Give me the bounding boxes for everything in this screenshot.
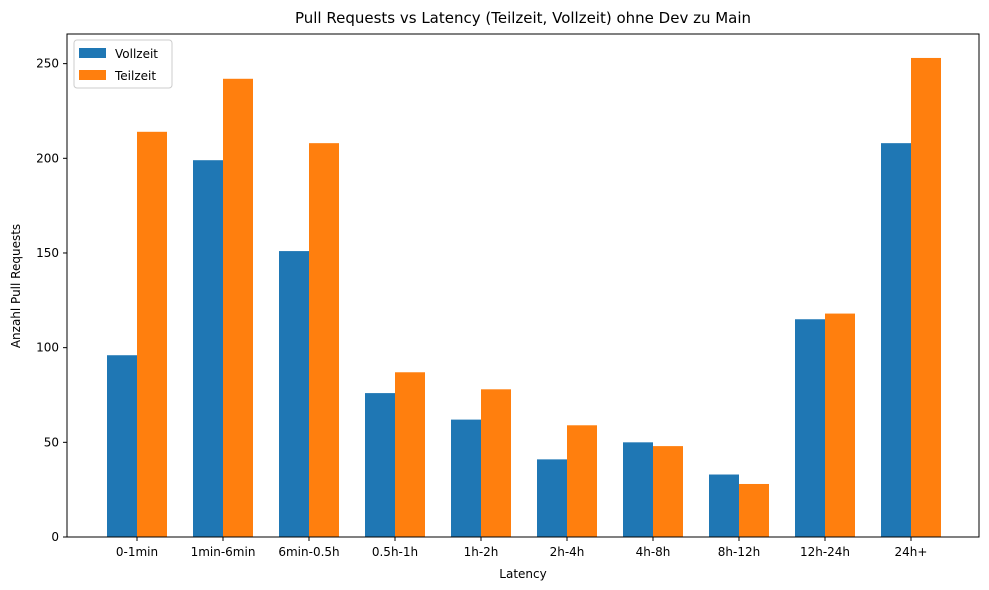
bar-vollzeit-9 [881,143,911,537]
x-tick-label-6: 4h-8h [636,545,671,559]
bar-teilzeit-1 [223,78,253,537]
bar-teilzeit-5 [567,425,597,537]
legend-label-vollzeit: Vollzeit [115,47,158,61]
plot-frame [66,33,980,538]
bar-vollzeit-4 [451,419,481,537]
x-tick-label-8: 12h-24h [800,545,850,559]
bar-teilzeit-8 [825,313,855,537]
x-axis-label: Latency [499,567,546,581]
y-tick-label-2: 100 [36,341,59,355]
x-tick-label-7: 8h-12h [718,545,760,559]
y-axis-label: Anzahl Pull Requests [9,224,23,348]
bar-teilzeit-3 [395,372,425,537]
bar-teilzeit-0 [137,131,167,537]
legend-swatch-vollzeit [79,48,106,58]
bar-vollzeit-8 [795,319,825,537]
legend: Vollzeit Teilzeit [73,39,173,89]
bar-vollzeit-5 [537,459,567,537]
y-tick-label-5: 250 [36,57,59,71]
x-tick-label-3: 0.5h-1h [372,545,418,559]
bar-teilzeit-9 [911,57,941,537]
y-tick-label-1: 50 [44,435,59,449]
bar-teilzeit-7 [739,483,769,537]
bar-teilzeit-6 [653,446,683,537]
bar-vollzeit-6 [623,442,653,537]
x-tick-label-0: 0-1min [116,545,158,559]
y-tick-label-0: 0 [51,530,59,544]
bar-teilzeit-4 [481,389,511,537]
x-tick-label-9: 24h+ [895,545,928,559]
bar-teilzeit-2 [309,143,339,537]
legend-swatch-teilzeit [79,70,106,80]
chart-title: Pull Requests vs Latency (Teilzeit, Voll… [295,9,751,27]
x-tick-label-5: 2h-4h [550,545,585,559]
bar-vollzeit-3 [365,393,395,537]
plot-area: 0-1min 1min-6min 6min-0.5h 0.5h-1h 1h-2h 2h-4… [36,33,980,559]
x-tick-label-4: 1h-2h [464,545,499,559]
bar-vollzeit-1 [193,160,223,537]
bar-vollzeit-7 [709,474,739,537]
bar-vollzeit-2 [279,251,309,538]
x-tick-label-2: 6min-0.5h [278,545,339,559]
bar-vollzeit-0 [107,355,137,537]
y-tick-label-4: 200 [36,151,59,165]
legend-label-teilzeit: Teilzeit [114,69,156,83]
x-tick-label-1: 1min-6min [191,545,256,559]
y-tick-label-3: 150 [36,246,59,260]
